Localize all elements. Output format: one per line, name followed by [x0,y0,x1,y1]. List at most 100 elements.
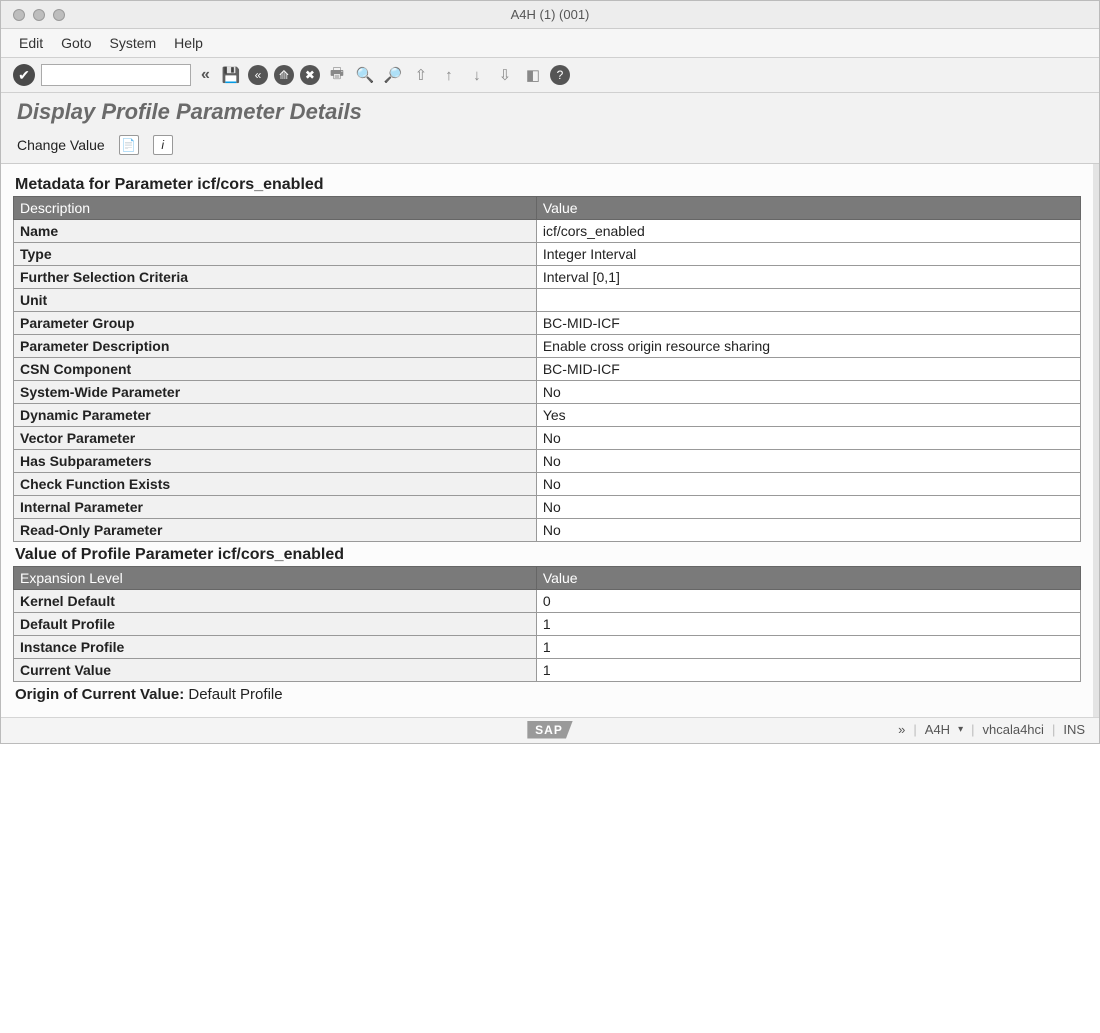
info-icon[interactable]: i [153,135,173,155]
first-page-icon[interactable]: ⇧ [410,64,432,86]
main-toolbar: ✔ « 💾 « ⟰ ✖ 🖶 🔍 🔎 ⇧ ↑ ↓ ⇩ ◧ ? [1,58,1099,93]
back-icon[interactable]: « [248,65,268,85]
row-label: Kernel Default [14,590,537,613]
documentation-icon[interactable]: 📄 [119,135,139,155]
table-row: Dynamic ParameterYes [14,404,1081,427]
menu-goto[interactable]: Goto [61,35,91,51]
row-label: Instance Profile [14,636,537,659]
row-value: icf/cors_enabled [536,220,1080,243]
row-value: No [536,496,1080,519]
status-host: vhcala4hci [983,722,1044,737]
row-label: Name [14,220,537,243]
metadata-table: Description Value Nameicf/cors_enabledTy… [13,196,1081,542]
row-label: Unit [14,289,537,312]
table-row: Parameter DescriptionEnable cross origin… [14,335,1081,358]
row-value: 0 [536,590,1080,613]
table-row: Parameter GroupBC-MID-ICF [14,312,1081,335]
row-value: No [536,381,1080,404]
table-row: Check Function ExistsNo [14,473,1081,496]
menu-help[interactable]: Help [174,35,203,51]
app-toolbar: Change Value 📄 i [1,131,1099,164]
page-title: Display Profile Parameter Details [17,99,1083,125]
status-mode: INS [1063,722,1085,737]
row-value [536,289,1080,312]
row-value: BC-MID-ICF [536,312,1080,335]
row-label: Parameter Description [14,335,537,358]
row-value: 1 [536,636,1080,659]
system-dropdown-icon[interactable]: ▾ [958,724,963,735]
next-page-icon[interactable]: ↓ [466,64,488,86]
toolbar-separator-icon: « [197,66,214,84]
statusbar: SAP » | A4H ▾ | vhcala4hci | INS [1,717,1099,743]
help-icon[interactable]: ? [550,65,570,85]
table-row: Unit [14,289,1081,312]
row-label: Vector Parameter [14,427,537,450]
exit-icon[interactable]: ⟰ [274,65,294,85]
app-window: A4H (1) (001) Edit Goto System Help ✔ « … [0,0,1100,744]
metadata-col-description: Description [14,197,537,220]
row-label: Read-Only Parameter [14,519,537,542]
metadata-col-value: Value [536,197,1080,220]
change-value-button[interactable]: Change Value [17,137,105,153]
origin-value: Default Profile [188,686,282,703]
table-row: System-Wide ParameterNo [14,381,1081,404]
last-page-icon[interactable]: ⇩ [494,64,516,86]
status-separator: | [913,722,916,737]
content-area: Metadata for Parameter icf/cors_enabled … [1,164,1099,717]
table-row: Has SubparametersNo [14,450,1081,473]
table-row: Internal ParameterNo [14,496,1081,519]
table-row: Current Value1 [14,659,1081,682]
status-expand-icon[interactable]: » [898,722,905,737]
menu-edit[interactable]: Edit [19,35,43,51]
menu-system[interactable]: System [109,35,156,51]
value-col-level: Expansion Level [14,567,537,590]
window-title: A4H (1) (001) [1,7,1099,22]
row-value: No [536,427,1080,450]
value-heading: Value of Profile Parameter icf/cors_enab… [15,546,1081,564]
row-value: 1 [536,613,1080,636]
row-value: Yes [536,404,1080,427]
row-label: Type [14,243,537,266]
value-col-value: Value [536,567,1080,590]
value-table: Expansion Level Value Kernel Default0Def… [13,566,1081,682]
row-value: No [536,473,1080,496]
prev-page-icon[interactable]: ↑ [438,64,460,86]
find-icon[interactable]: 🔍 [354,64,376,86]
enter-icon[interactable]: ✔ [13,64,35,86]
table-row: Read-Only ParameterNo [14,519,1081,542]
sap-logo-icon: SAP [527,721,573,739]
table-row: CSN ComponentBC-MID-ICF [14,358,1081,381]
row-value: Integer Interval [536,243,1080,266]
row-label: System-Wide Parameter [14,381,537,404]
save-icon[interactable]: 💾 [220,64,242,86]
row-label: Further Selection Criteria [14,266,537,289]
row-value: No [536,450,1080,473]
new-session-icon[interactable]: ◧ [522,64,544,86]
row-value: No [536,519,1080,542]
row-value: 1 [536,659,1080,682]
table-row: Kernel Default0 [14,590,1081,613]
status-separator: | [971,722,974,737]
command-field[interactable] [41,64,191,86]
origin-label: Origin of Current Value [15,686,179,703]
row-label: Current Value [14,659,537,682]
row-value: Enable cross origin resource sharing [536,335,1080,358]
print-icon[interactable]: 🖶 [326,64,348,86]
table-row: Default Profile1 [14,613,1081,636]
row-value: BC-MID-ICF [536,358,1080,381]
menubar: Edit Goto System Help [1,29,1099,58]
cancel-icon[interactable]: ✖ [300,65,320,85]
row-label: Has Subparameters [14,450,537,473]
table-row: Further Selection CriteriaInterval [0,1] [14,266,1081,289]
table-row: TypeInteger Interval [14,243,1081,266]
row-label: Internal Parameter [14,496,537,519]
row-label: Check Function Exists [14,473,537,496]
row-label: Parameter Group [14,312,537,335]
find-next-icon[interactable]: 🔎 [382,64,404,86]
table-row: Nameicf/cors_enabled [14,220,1081,243]
metadata-heading: Metadata for Parameter icf/cors_enabled [15,176,1081,194]
row-value: Interval [0,1] [536,266,1080,289]
row-label: CSN Component [14,358,537,381]
titlebar: A4H (1) (001) [1,1,1099,29]
page-title-area: Display Profile Parameter Details [1,93,1099,131]
